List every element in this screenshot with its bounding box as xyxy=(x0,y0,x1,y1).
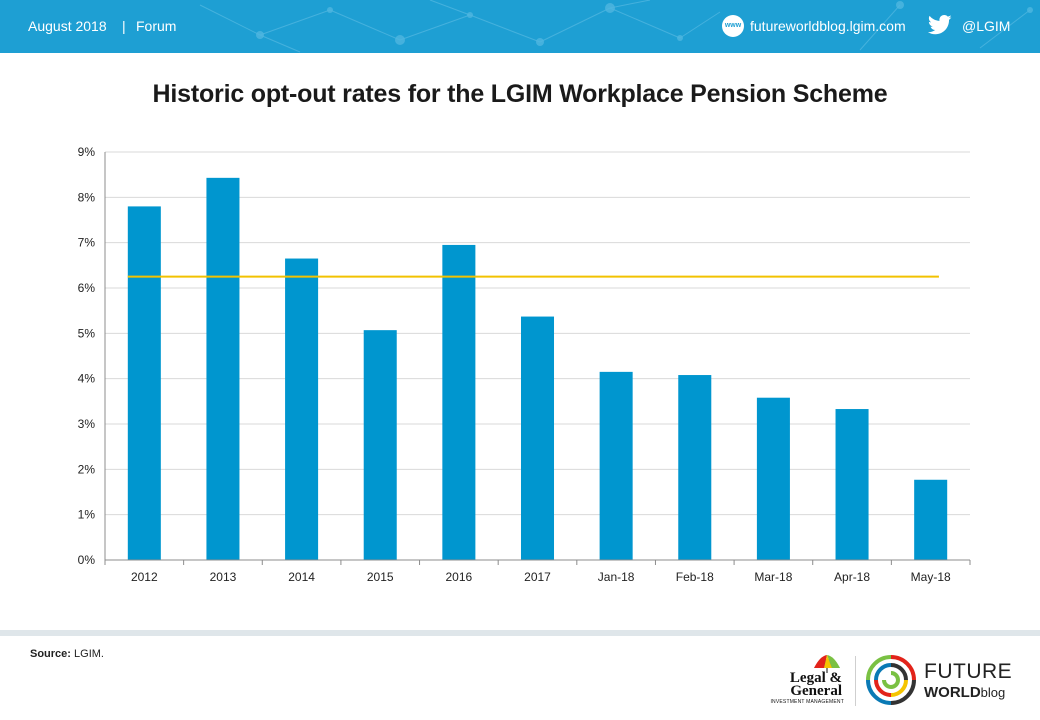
bar xyxy=(678,375,712,560)
header-twitter-handle[interactable]: @LGIM xyxy=(962,18,1011,34)
x-tick-label: 2015 xyxy=(367,570,394,584)
umbrella-icon xyxy=(814,655,840,673)
x-tick-label: May-18 xyxy=(911,570,951,584)
y-tick-label: 8% xyxy=(78,190,96,204)
fw-world-text: WORLD xyxy=(924,684,981,701)
x-tick-label: 2016 xyxy=(446,570,473,584)
source-value: LGIM. xyxy=(74,648,104,660)
lg-logo-line1: Legal & xyxy=(789,670,842,686)
globe-www-icon: www xyxy=(722,15,744,37)
bar xyxy=(520,316,555,560)
bar xyxy=(599,371,633,560)
chart-title: Historic opt-out rates for the LGIM Work… xyxy=(152,80,888,108)
bar xyxy=(756,397,790,560)
x-tick-label: Jan-18 xyxy=(598,570,635,584)
x-tick-label: 2012 xyxy=(131,570,158,584)
y-tick-label: 0% xyxy=(78,553,96,567)
header-bar: August 2018 | Forum www futureworldblog.… xyxy=(0,0,1040,53)
network-pattern-graphic xyxy=(199,0,1033,53)
header-site-link[interactable]: futureworldblog.lgim.com xyxy=(750,18,906,34)
x-tick-label: Feb-18 xyxy=(676,570,714,584)
bar xyxy=(363,330,397,560)
lg-logo-line3: INVESTMENT MANAGEMENT xyxy=(770,699,844,705)
bar xyxy=(127,206,161,560)
header-section-link[interactable]: Forum xyxy=(136,18,177,34)
y-tick-label: 5% xyxy=(78,326,96,340)
footer-divider xyxy=(0,630,1040,636)
bar xyxy=(835,409,869,560)
y-tick-label: 7% xyxy=(78,236,96,250)
source-label: Source: xyxy=(30,648,71,660)
y-tick-label: 3% xyxy=(78,417,96,431)
bar-chart: 0% 1% 2% 3% 4% 5% 6% 7% 8% 9% 2012 2013 2014 2015 2016… xyxy=(78,145,971,584)
y-tick-label: 1% xyxy=(78,508,96,522)
y-tick-label: 6% xyxy=(78,281,96,295)
bar xyxy=(206,177,240,560)
x-tick-label: 2014 xyxy=(288,570,315,584)
x-tick-label: Apr-18 xyxy=(834,570,870,584)
y-tick-label: 9% xyxy=(78,145,96,159)
x-tick-label: 2017 xyxy=(524,570,551,584)
x-tick-label: Mar-18 xyxy=(754,570,792,584)
lg-logo-line2: General xyxy=(790,683,842,699)
header-date: August 2018 xyxy=(28,18,107,34)
header-separator: | xyxy=(122,18,126,34)
source-note: Source: LGIM. xyxy=(30,648,104,660)
twitter-icon[interactable] xyxy=(928,15,952,35)
y-tick-label: 4% xyxy=(78,372,96,386)
y-tick-label: 2% xyxy=(78,462,96,476)
bar xyxy=(914,479,948,560)
bar xyxy=(285,258,319,560)
fw-blog-text: blog xyxy=(980,685,1006,700)
future-world-logo-line2: WORLDblog xyxy=(924,684,1005,701)
legal-general-logo: Legal & General INVESTMENT MANAGEMENT xyxy=(768,652,848,706)
future-world-blog-mark-icon xyxy=(866,655,916,705)
logo-divider xyxy=(855,656,856,706)
future-world-logo-line1: FUTURE xyxy=(924,660,1013,683)
x-tick-label: 2013 xyxy=(210,570,237,584)
bar xyxy=(442,244,476,560)
